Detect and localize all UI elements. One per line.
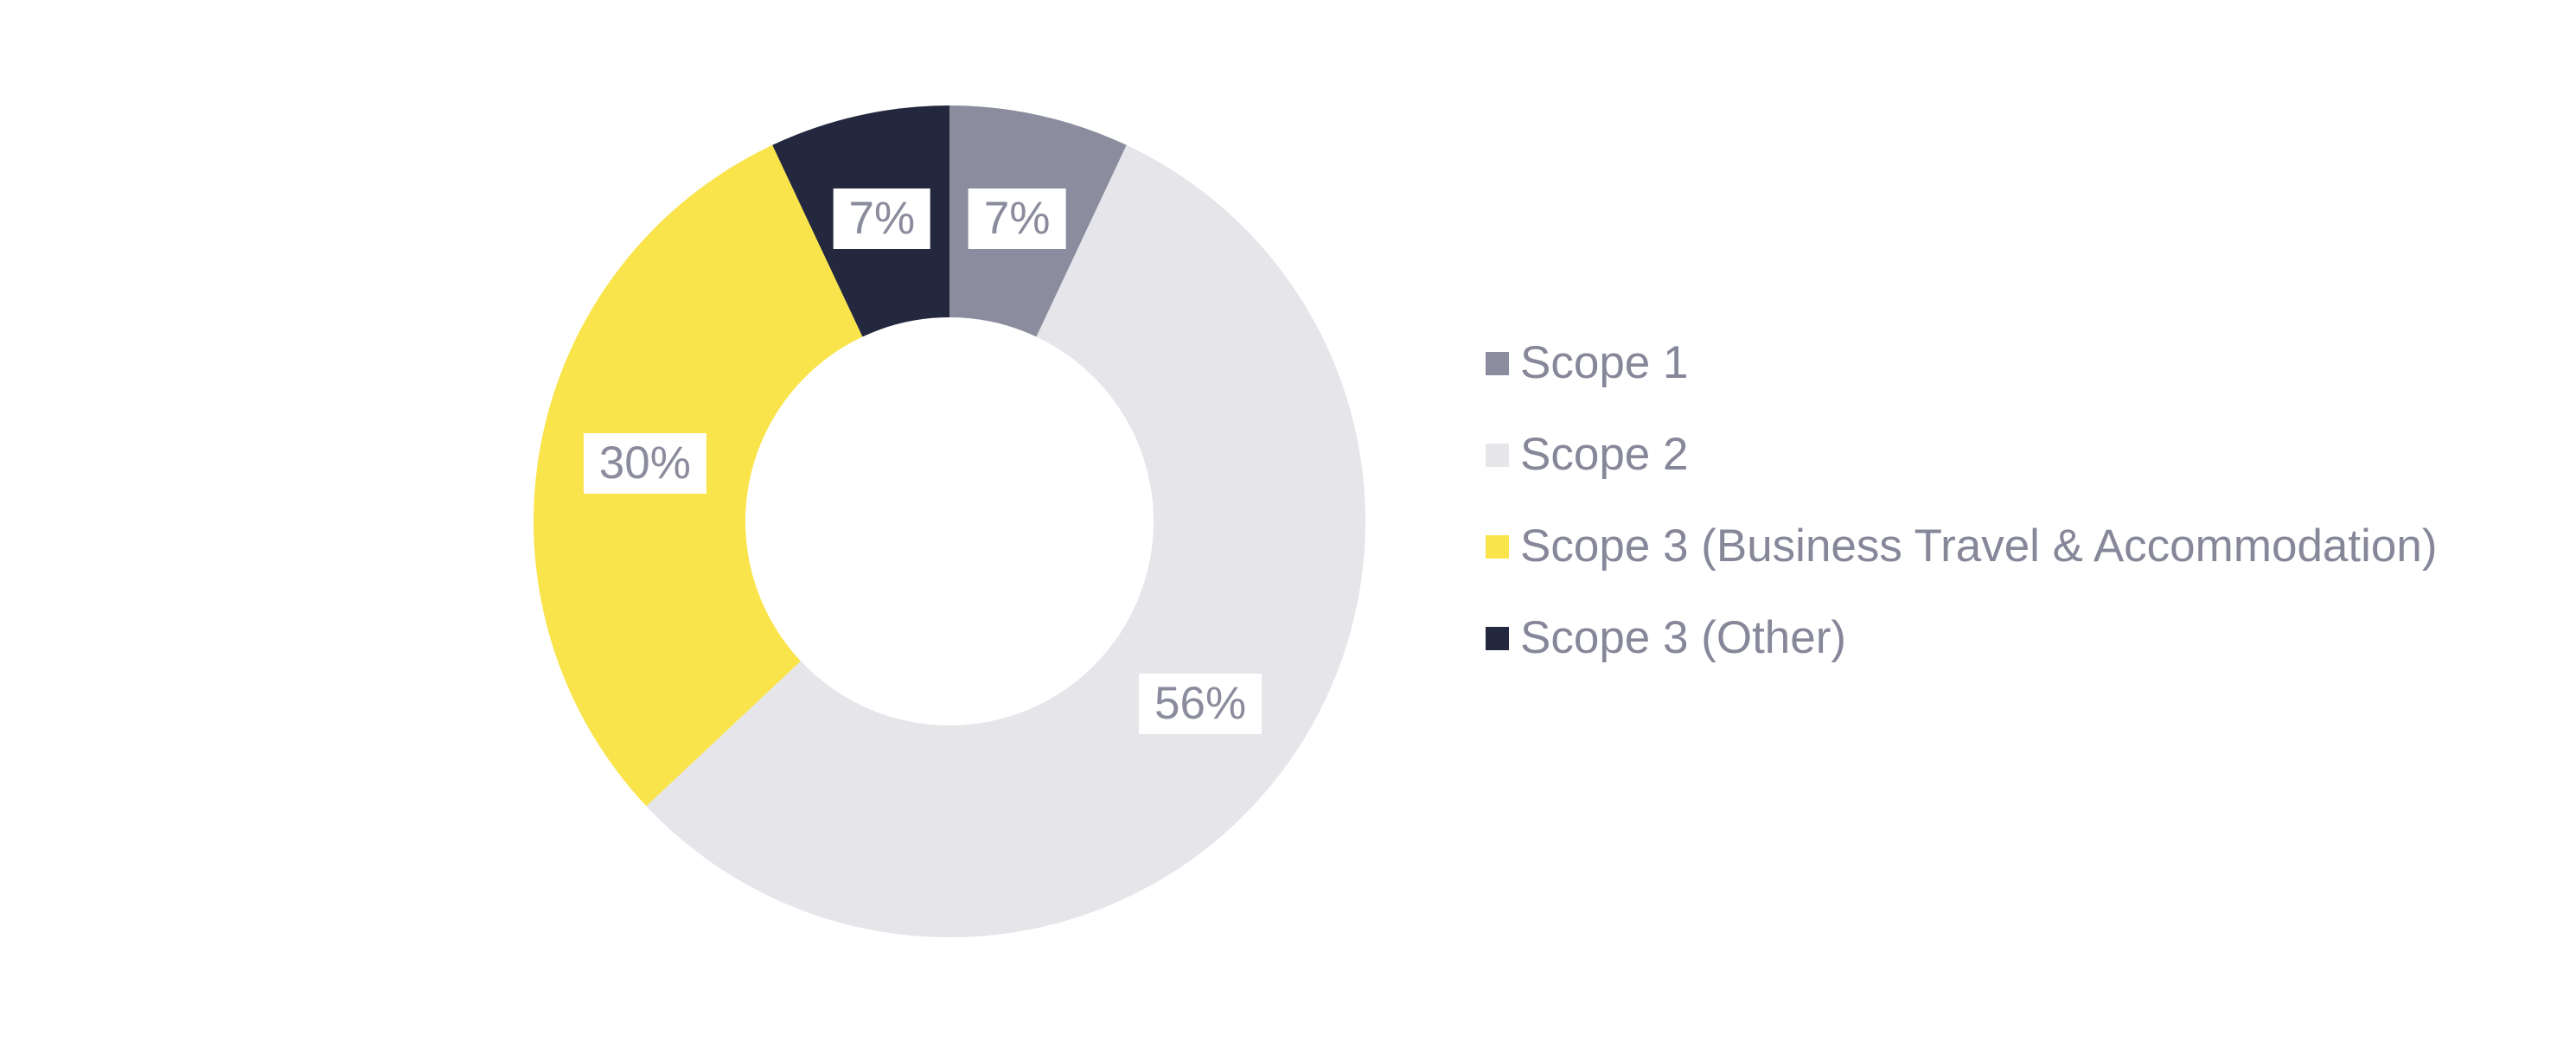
legend-swatch-icon (1486, 534, 1509, 559)
legend: Scope 1 Scope 2 Scope 3 (Business Travel &… (1486, 340, 2438, 661)
legend-item-scope-3-business-travel-accommodation: Scope 3 (Business Travel & Accommodation… (1486, 523, 2438, 570)
donut-segment-scope-2 (646, 144, 1366, 938)
legend-swatch-icon (1486, 443, 1509, 467)
legend-item-scope-3-other: Scope 3 (Other) (1486, 615, 2438, 661)
legend-item-label: Scope 3 (Business Travel & Accommodation… (1520, 521, 2438, 572)
legend-item-label: Scope 3 (Other) (1520, 612, 1847, 663)
slice-label-scope-3-business-travel-accommodation: 30% (583, 432, 706, 494)
legend-item-label: Scope 2 (1520, 429, 1689, 480)
legend-swatch-icon (1486, 626, 1509, 650)
legend-swatch-icon (1486, 351, 1509, 375)
slice-label-scope-2: 56% (1138, 673, 1262, 734)
legend-item-scope-1: Scope 1 (1486, 340, 2438, 386)
slice-label-scope-3-other: 7% (833, 188, 931, 250)
legend-item-scope-2: Scope 2 (1486, 431, 2438, 478)
legend-item-label: Scope 1 (1520, 337, 1689, 388)
slice-label-scope-1: 7% (968, 188, 1066, 250)
